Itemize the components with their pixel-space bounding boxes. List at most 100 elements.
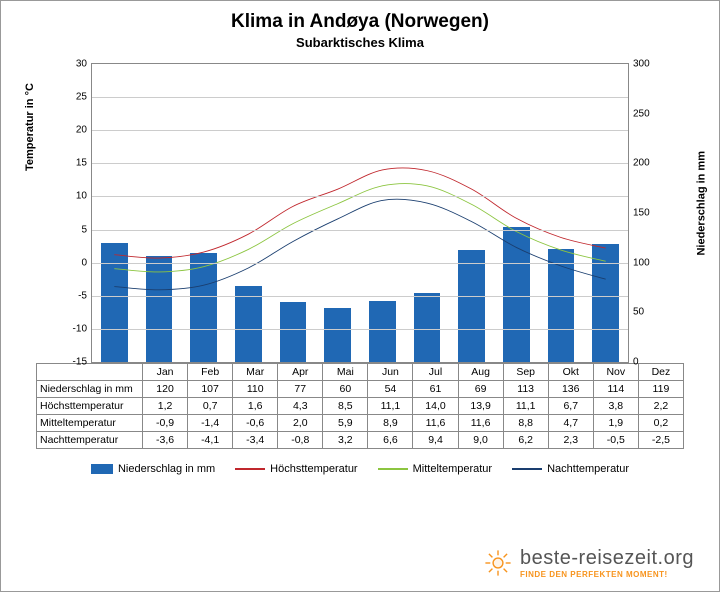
brand-text-block: beste-reisezeit.org FINDE DEN PERFEKTEN … (520, 547, 694, 579)
cell: 4,7 (548, 415, 593, 432)
legend-item: Höchsttemperatur (235, 463, 357, 475)
legend-item: Mitteltemperatur (378, 463, 492, 475)
cell: 9,0 (458, 432, 503, 449)
cell: 1,2 (143, 398, 188, 415)
cell: 6,2 (503, 432, 548, 449)
cell: 8,5 (323, 398, 368, 415)
line-low (114, 199, 605, 290)
ytick-left: 30 (62, 59, 87, 70)
cell: 114 (593, 381, 638, 398)
plot-area: -15-10-5051015202530050100150200250300 (91, 63, 629, 363)
cell: 4,3 (278, 398, 323, 415)
ytick-right: 150 (633, 208, 658, 219)
chart-container: Klima in Andøya (Norwegen) Subarktisches… (0, 0, 720, 592)
month-header: Jun (368, 364, 413, 381)
cell: -1,4 (188, 415, 233, 432)
cell: 1,9 (593, 415, 638, 432)
legend-item: Niederschlag in mm (91, 463, 215, 475)
cell: 1,6 (233, 398, 278, 415)
cell: 5,9 (323, 415, 368, 432)
cell: -3,6 (143, 432, 188, 449)
brand-tagline: FINDE DEN PERFEKTEN MOMENT! (520, 570, 694, 579)
line-high (114, 168, 605, 258)
ytick-right: 0 (633, 357, 658, 368)
cell: 11,1 (503, 398, 548, 415)
cell: 11,6 (458, 415, 503, 432)
cell: 61 (413, 381, 458, 398)
ytick-left: 15 (62, 158, 87, 169)
ytick-left: 10 (62, 191, 87, 202)
ytick-left: 5 (62, 224, 87, 235)
cell: 13,9 (458, 398, 503, 415)
cell: 6,6 (368, 432, 413, 449)
legend-swatch (91, 464, 113, 474)
month-header: Apr (278, 364, 323, 381)
row-header: Höchsttemperatur (37, 398, 143, 415)
chart-title: Klima in Andøya (Norwegen) (16, 11, 704, 33)
cell: 2,2 (638, 398, 683, 415)
cell: 77 (278, 381, 323, 398)
legend: Niederschlag in mm Höchsttemperatur Mittel… (16, 463, 704, 475)
cell: 54 (368, 381, 413, 398)
month-header: Nov (593, 364, 638, 381)
cell: 119 (638, 381, 683, 398)
cell: 60 (323, 381, 368, 398)
line-group (92, 64, 628, 362)
cell: 136 (548, 381, 593, 398)
cell: -0,5 (593, 432, 638, 449)
row-header: Mitteltemperatur (37, 415, 143, 432)
month-header: Okt (548, 364, 593, 381)
month-header: Feb (188, 364, 233, 381)
cell: 6,7 (548, 398, 593, 415)
cell: 3,2 (323, 432, 368, 449)
brand-name: beste-reisezeit.org (520, 547, 694, 570)
legend-label: Nachttemperatur (547, 463, 629, 475)
cell: 110 (233, 381, 278, 398)
legend-swatch (235, 468, 265, 471)
legend-item: Nachttemperatur (512, 463, 629, 475)
cell: 107 (188, 381, 233, 398)
cell: 3,8 (593, 398, 638, 415)
cell: -4,1 (188, 432, 233, 449)
ytick-right: 300 (633, 59, 658, 70)
month-header: Sep (503, 364, 548, 381)
row-header: Nachttemperatur (37, 432, 143, 449)
cell: 2,3 (548, 432, 593, 449)
y-axis-left-label: Temperatur in °C (24, 83, 36, 171)
cell: -0,8 (278, 432, 323, 449)
sun-icon (484, 549, 512, 577)
legend-label: Niederschlag in mm (118, 463, 215, 475)
y-axis-right-label: Niederschlag in mm (696, 151, 708, 256)
cell: 9,4 (413, 432, 458, 449)
cell: 0,7 (188, 398, 233, 415)
ytick-left: -15 (62, 357, 87, 368)
month-header: Jul (413, 364, 458, 381)
cell: -2,5 (638, 432, 683, 449)
legend-swatch (512, 468, 542, 471)
row-header: Niederschlag in mm (37, 381, 143, 398)
ytick-left: -5 (62, 290, 87, 301)
month-header: Aug (458, 364, 503, 381)
cell: 11,6 (413, 415, 458, 432)
chart-subtitle: Subarktisches Klima (16, 35, 704, 50)
cell: 11,1 (368, 398, 413, 415)
cell: 113 (503, 381, 548, 398)
month-header: Jan (143, 364, 188, 381)
ytick-right: 100 (633, 257, 658, 268)
cell: -3,4 (233, 432, 278, 449)
cell: 8,9 (368, 415, 413, 432)
ytick-left: 0 (62, 257, 87, 268)
data-table: JanFebMarAprMaiJunJulAugSepOktNovDezNied… (36, 363, 684, 449)
cell: 120 (143, 381, 188, 398)
ytick-right: 200 (633, 158, 658, 169)
cell: 0,2 (638, 415, 683, 432)
brand-logo: beste-reisezeit.org FINDE DEN PERFEKTEN … (484, 547, 694, 579)
month-header: Mar (233, 364, 278, 381)
month-header: Mai (323, 364, 368, 381)
ytick-left: 20 (62, 125, 87, 136)
ytick-right: 250 (633, 108, 658, 119)
ytick-left: -10 (62, 323, 87, 334)
cell: -0,9 (143, 415, 188, 432)
legend-label: Mitteltemperatur (413, 463, 492, 475)
cell: 8,8 (503, 415, 548, 432)
